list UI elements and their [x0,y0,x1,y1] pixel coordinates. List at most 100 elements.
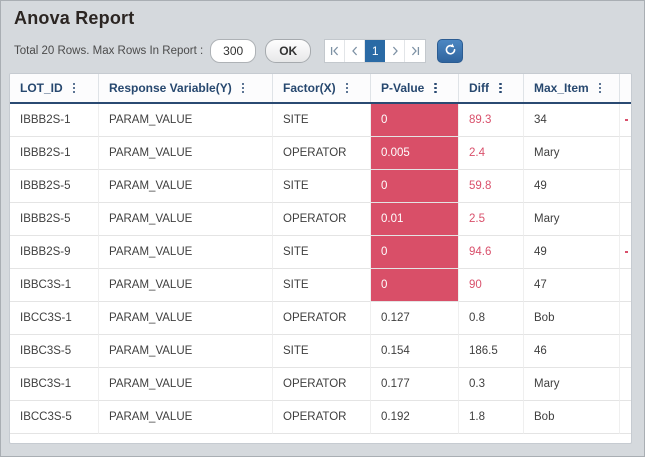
cell-p_value: 0.192 [371,401,459,434]
refresh-button[interactable] [437,39,464,63]
table-row: IBCC3S-1 PARAM_VALUE OPERATOR 0.127 0.8 Bob [10,302,631,335]
cell-response_variable: PARAM_VALUE [99,335,273,368]
cell-max_item: 47 [524,269,620,302]
last-page-button[interactable] [405,40,426,62]
column-header-label: Factor(X) [283,81,336,95]
column-menu-icon[interactable] [597,81,604,96]
cell-clipped [620,302,631,335]
cell-diff: 1.8 [459,401,524,434]
cell-clipped [620,104,631,137]
table-row: IBBC3S-1 PARAM_VALUE SITE 0 90 47 [10,269,631,302]
cell-p_value: 0 [371,236,459,269]
refresh-icon [444,43,457,59]
current-page-indicator[interactable]: 1 [365,40,386,62]
column-header-label: LOT_ID [20,81,63,95]
cell-clipped [620,170,631,203]
cell-factor: SITE [273,269,371,302]
cell-factor: OPERATOR [273,401,371,434]
ok-button[interactable]: OK [265,39,312,63]
max-rows-input[interactable] [210,39,257,63]
cell-factor: OPERATOR [273,137,371,170]
table-row: IBBB2S-1 PARAM_VALUE OPERATOR 0.005 2.4 Mary [10,137,631,170]
cell-p_value: 0.127 [371,302,459,335]
table-row: IBBB2S-5 PARAM_VALUE SITE 0 59.8 49 [10,170,631,203]
cell-response_variable: PARAM_VALUE [99,137,273,170]
cell-max_item: 34 [524,104,620,137]
column-header-label: P-Value [381,81,425,95]
cell-max_item: Bob [524,302,620,335]
cell-response_variable: PARAM_VALUE [99,104,273,137]
cell-factor: SITE [273,236,371,269]
cell-clipped [620,335,631,368]
table-row: IBBB2S-5 PARAM_VALUE OPERATOR 0.01 2.5 Mary [10,203,631,236]
cell-response_variable: PARAM_VALUE [99,269,273,302]
table-row: IBBC3S-1 PARAM_VALUE OPERATOR 0.177 0.3 Mary [10,368,631,401]
column-header-label: Response Variable(Y) [109,81,232,95]
chevron-right-icon [390,44,400,59]
cell-p_value: 0 [371,269,459,302]
column-menu-icon[interactable] [71,81,78,96]
cell-lot_id: IBBB2S-5 [10,170,99,203]
cell-lot_id: IBBB2S-5 [10,203,99,236]
cell-clipped [620,401,631,434]
column-header-response_variable: Response Variable(Y) [99,74,273,102]
cell-p_value: 0.177 [371,368,459,401]
cell-clipped [620,269,631,302]
cell-diff: 90 [459,269,524,302]
column-header-label: Diff [469,81,489,95]
cell-max_item: Mary [524,137,620,170]
column-menu-icon[interactable] [432,81,439,96]
rows-summary-label: Total 20 Rows. Max Rows In Report : [14,45,204,57]
cell-factor: SITE [273,335,371,368]
table-row: IBBC3S-5 PARAM_VALUE SITE 0.154 186.5 46 [10,335,631,368]
cell-response_variable: PARAM_VALUE [99,203,273,236]
cell-p_value: 0 [371,104,459,137]
cell-diff: 0.8 [459,302,524,335]
cell-clipped [620,236,631,269]
next-page-button[interactable] [385,40,406,62]
table-row: IBBB2S-1 PARAM_VALUE SITE 0 89.3 34 [10,104,631,137]
cell-factor: OPERATOR [273,302,371,335]
cell-diff: 59.8 [459,170,524,203]
cell-max_item: 49 [524,170,620,203]
prev-page-button[interactable] [345,40,366,62]
cell-lot_id: IBBB2S-1 [10,137,99,170]
column-menu-icon[interactable] [344,81,351,96]
cell-p_value: 0.154 [371,335,459,368]
last-page-icon [410,44,420,59]
page-title: Anova Report [14,8,135,28]
table-row: IBBB2S-9 PARAM_VALUE SITE 0 94.6 49 [10,236,631,269]
column-menu-icon[interactable] [497,81,504,96]
cell-clipped [620,137,631,170]
column-header-factor: Factor(X) [273,74,371,102]
cell-lot_id: IBBC3S-5 [10,335,99,368]
cell-lot_id: IBBB2S-9 [10,236,99,269]
column-header-p_value: P-Value [371,74,459,102]
first-page-icon [330,44,340,59]
cell-response_variable: PARAM_VALUE [99,368,273,401]
clipped-red-text-fragment [625,251,628,253]
cell-response_variable: PARAM_VALUE [99,302,273,335]
cell-clipped [620,203,631,236]
cell-lot_id: IBBB2S-1 [10,104,99,137]
cell-diff: 94.6 [459,236,524,269]
cell-factor: OPERATOR [273,203,371,236]
cell-max_item: 49 [524,236,620,269]
column-header-clipped [620,74,631,102]
cell-max_item: Bob [524,401,620,434]
cell-diff: 2.4 [459,137,524,170]
column-header-label: Max_Item [534,81,589,95]
column-menu-icon[interactable] [240,81,247,96]
first-page-button[interactable] [325,40,346,62]
cell-lot_id: IBBC3S-1 [10,269,99,302]
cell-lot_id: IBBC3S-1 [10,368,99,401]
clipped-red-text-fragment [625,119,628,121]
cell-diff: 2.5 [459,203,524,236]
cell-diff: 89.3 [459,104,524,137]
cell-lot_id: IBCC3S-1 [10,302,99,335]
table-header-row: LOT_ID Response Variable(Y) Factor(X) P-Val… [10,74,631,104]
cell-diff: 186.5 [459,335,524,368]
cell-factor: SITE [273,170,371,203]
cell-max_item: Mary [524,368,620,401]
